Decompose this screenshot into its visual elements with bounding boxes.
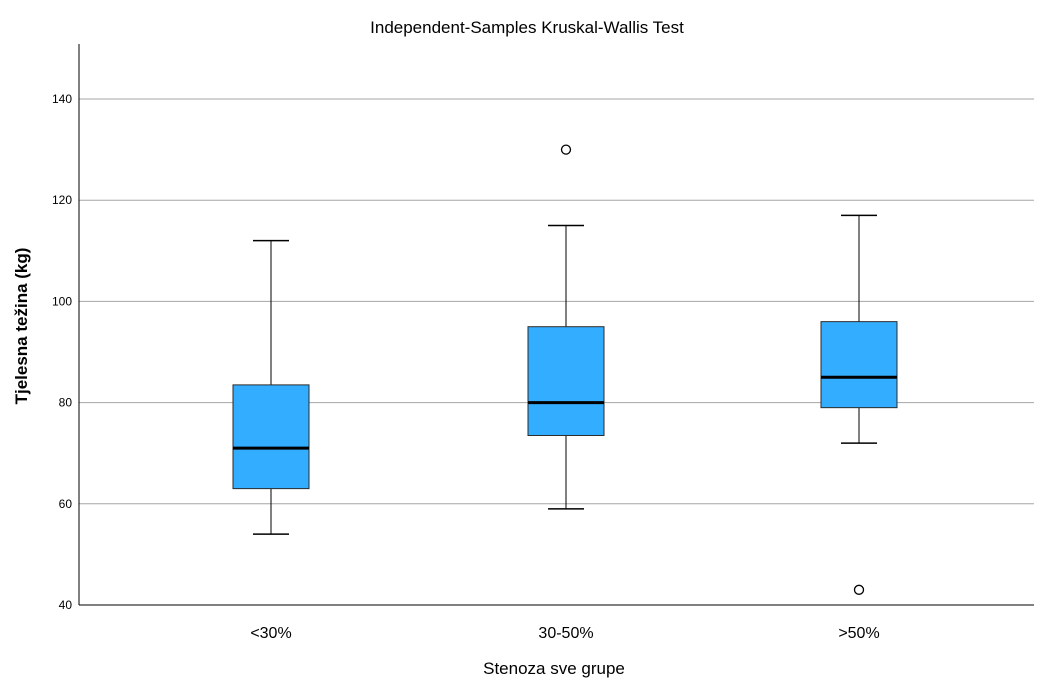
y-tick-label: 120	[52, 193, 72, 207]
y-tick-label: 60	[59, 497, 73, 511]
x-tick-label: <30%	[250, 625, 291, 642]
y-axis-ticks: 40 60 80 100 120 140	[52, 92, 72, 612]
box-iqr	[527, 326, 605, 436]
outlier-point	[560, 144, 572, 155]
gridlines	[79, 98, 1034, 505]
x-tick-label: 30-50%	[538, 625, 593, 642]
y-tick-label: 140	[52, 92, 72, 106]
box-group	[232, 239, 310, 535]
box-iqr	[820, 321, 898, 409]
y-tick-label: 100	[52, 294, 72, 308]
x-axis-ticks: <30% 30-50% >50%	[250, 625, 879, 642]
y-axis-label: Tjelesna težina (kg)	[12, 248, 31, 405]
y-tick-label: 80	[59, 396, 73, 410]
boxes	[232, 144, 898, 595]
box-group	[527, 144, 605, 510]
outlier-point	[853, 584, 865, 595]
x-tick-label: >50%	[838, 625, 879, 642]
box-group	[820, 214, 898, 595]
x-axis-label: Stenoza sve grupe	[483, 659, 625, 678]
box-iqr	[232, 384, 310, 490]
chart-title: Independent-Samples Kruskal-Wallis Test	[370, 18, 684, 37]
y-tick-label: 40	[59, 598, 73, 612]
